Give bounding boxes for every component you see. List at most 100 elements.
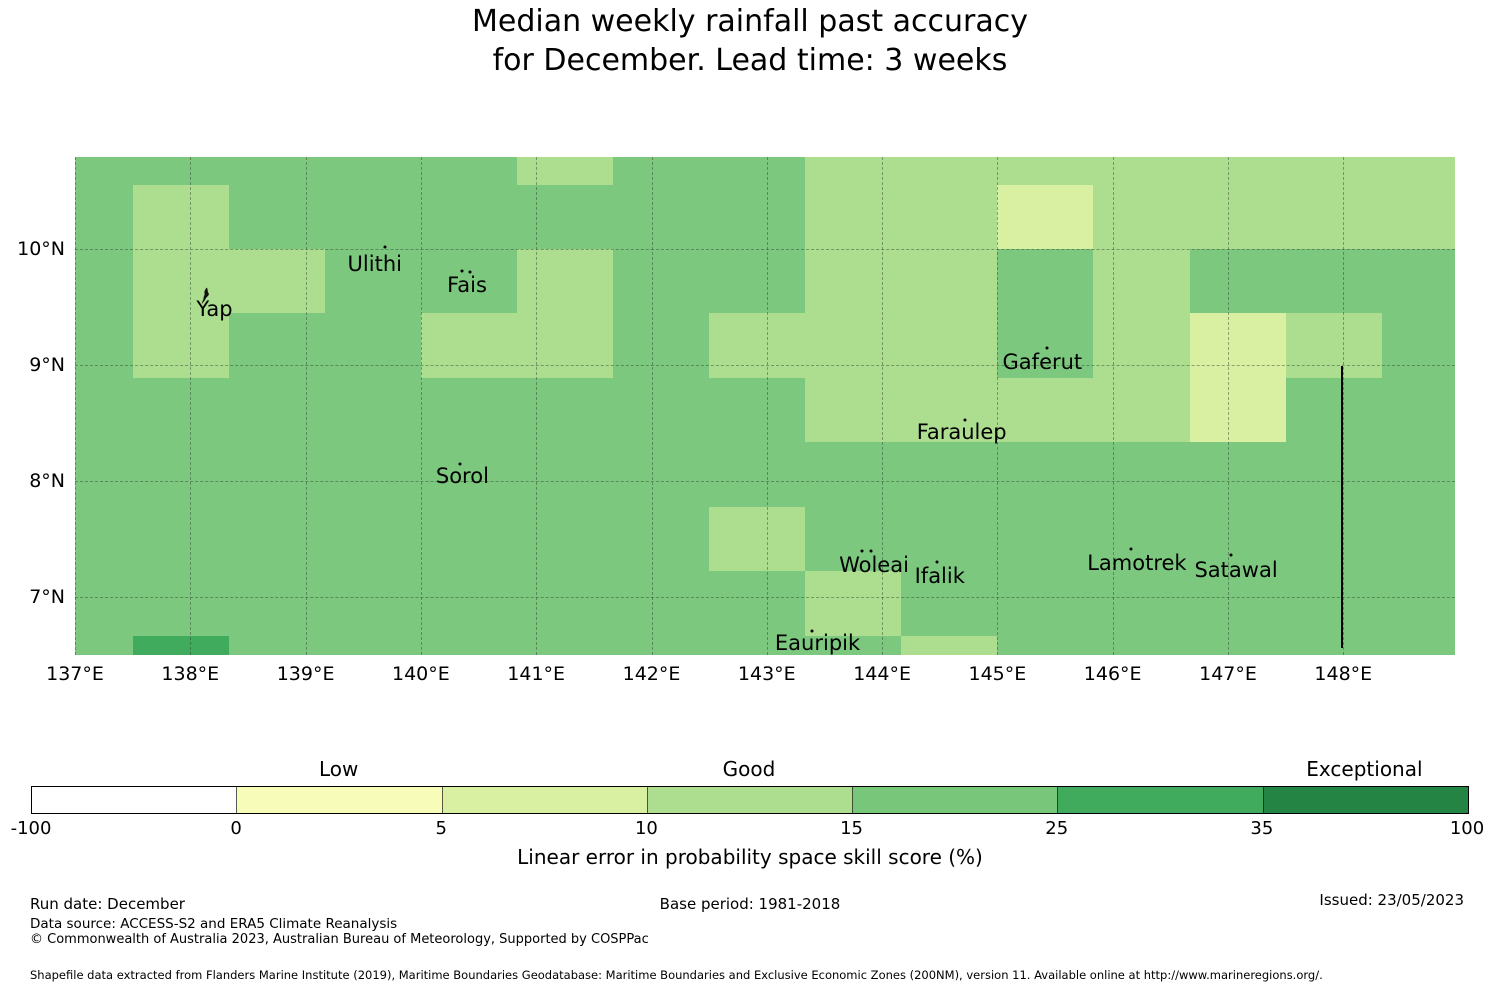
yap-island-icon: [201, 287, 211, 309]
grid-cell: [1285, 313, 1382, 378]
island-label-yap: Yap: [196, 297, 233, 322]
island-marker-icon: [963, 418, 967, 421]
x-axis-tick-label: 148°E: [1314, 663, 1373, 685]
latitude-gridline: [75, 248, 1455, 250]
colorbar-tick-label: 10: [634, 818, 658, 839]
grid-cell: [805, 313, 902, 378]
island-marker-icon: [1045, 346, 1049, 350]
island-marker-icon: [1229, 553, 1233, 557]
longitude-gridline: [1112, 157, 1114, 655]
footer-data-source: Data source: ACCESS-S2 and ERA5 Climate …: [30, 916, 398, 932]
colorbar-tick-label: 0: [230, 818, 242, 839]
island-label-satawal: Satawal: [1194, 558, 1278, 583]
grid-cell: [901, 313, 998, 378]
latitude-gridline: [75, 596, 1455, 598]
colorbar-segment: [853, 787, 1059, 813]
colorbar-axis-label: Linear error in probability space skill …: [517, 845, 983, 869]
island-label-sorol: Sorol: [435, 464, 489, 489]
grid-cell: [1093, 157, 1190, 185]
island-marker-icon: [458, 462, 462, 466]
longitude-gridline: [997, 157, 999, 655]
colorbar-segment: [32, 787, 238, 813]
grid-cell: [805, 377, 902, 443]
x-axis-tick-label: 145°E: [968, 663, 1027, 685]
grid-cell: [516, 248, 614, 314]
grid-cell: [805, 571, 902, 636]
longitude-gridline: [1228, 157, 1229, 655]
grid-cell: [901, 248, 998, 314]
x-axis-tick-label: 139°E: [276, 663, 335, 685]
eez-boundary-line: [1340, 366, 1343, 649]
grid-cell: [709, 313, 806, 378]
grid-cell: [1381, 184, 1455, 249]
grid-cell: [1189, 313, 1286, 378]
longitude-gridline: [536, 157, 538, 655]
colorbar-tick-label: -100: [10, 818, 52, 839]
grid-cell: [901, 635, 998, 655]
footer-shapefile-note: Shapefile data extracted from Flanders M…: [30, 968, 1323, 982]
y-axis-tick-label: 9°N: [29, 353, 65, 376]
grid-cell: [1093, 313, 1190, 378]
x-axis-tick-label: 140°E: [392, 663, 450, 685]
colorbar-category-exceptional: Exceptional: [1306, 757, 1423, 781]
grid-cell: [805, 248, 902, 314]
colorbar-segment: [1058, 787, 1264, 813]
latitude-gridline: [75, 364, 1455, 366]
grid-cell: [1093, 184, 1190, 249]
colorbar-tick-label: 25: [1045, 818, 1069, 839]
grid-cell: [132, 635, 229, 655]
island-label-eauripik: Eauripik: [774, 631, 861, 655]
island-label-fais: Fais: [447, 272, 487, 297]
island-marker-icon: [935, 560, 939, 564]
grid-cell: [1093, 248, 1190, 314]
grid-cell: [997, 157, 1094, 185]
x-axis-tick-label: 146°E: [1083, 663, 1142, 685]
grid-cell: [516, 157, 614, 185]
longitude-gridline: [882, 157, 884, 655]
longitude-gridline: [75, 157, 76, 655]
island-label-lamotrek: Lamotrek: [1087, 551, 1187, 576]
grid-cell: [901, 184, 998, 249]
island-label-ulithi: Ulithi: [347, 252, 402, 277]
y-axis-tick-label: 7°N: [29, 585, 65, 608]
footer-base-period: Base period: 1981-2018: [659, 895, 841, 913]
grid-cell: [1189, 184, 1286, 249]
chart-title-line2: for December. Lead time: 3 weeks: [492, 43, 1008, 78]
grid-cell: [228, 248, 325, 314]
latitude-gridline: [75, 480, 1455, 482]
longitude-gridline: [420, 157, 422, 655]
longitude-gridline: [1343, 157, 1345, 655]
island-marker-icon: [460, 269, 464, 273]
grid-cell: [132, 313, 229, 378]
grid-cell: [1093, 377, 1190, 443]
island-label-gaferut: Gaferut: [1002, 349, 1083, 374]
colorbar-tick-label: 15: [840, 818, 864, 839]
grid-cell: [709, 506, 806, 572]
x-axis-tick-label: 143°E: [737, 663, 796, 685]
colorbar: [31, 786, 1469, 814]
footer-run-date: Run date: December: [30, 895, 185, 913]
grid-cell: [805, 157, 902, 185]
longitude-gridline: [766, 157, 768, 655]
island-marker-icon: [383, 245, 387, 249]
map-area: Yap Ulithi Fais Sorol Gaferut Faraulep Woleai I…: [75, 157, 1455, 655]
longitude-gridline: [305, 157, 307, 655]
x-axis-tick-label: 142°E: [622, 663, 681, 685]
island-marker-icon: [810, 629, 814, 633]
island-marker-icon: [468, 270, 472, 274]
x-axis-tick-label: 144°E: [853, 663, 911, 685]
grid-cell: [516, 313, 614, 378]
x-axis-tick-label: 138°E: [161, 663, 220, 685]
grid-cell: [1285, 157, 1382, 185]
island-marker-icon: [869, 549, 873, 553]
y-axis-tick-label: 10°N: [17, 237, 65, 260]
x-axis-tick-label: 141°E: [507, 663, 566, 685]
grid-cell: [901, 157, 998, 185]
chart-title-line1: Median weekly rainfall past accuracy: [471, 4, 1029, 39]
grid-cell: [132, 184, 229, 249]
x-axis-tick-label: 147°E: [1199, 663, 1257, 685]
colorbar-segment: [237, 787, 443, 813]
grid-cell: [901, 377, 998, 443]
footer-issued-date: Issued: 23/05/2023: [1319, 891, 1464, 909]
colorbar-segment: [1263, 787, 1468, 813]
